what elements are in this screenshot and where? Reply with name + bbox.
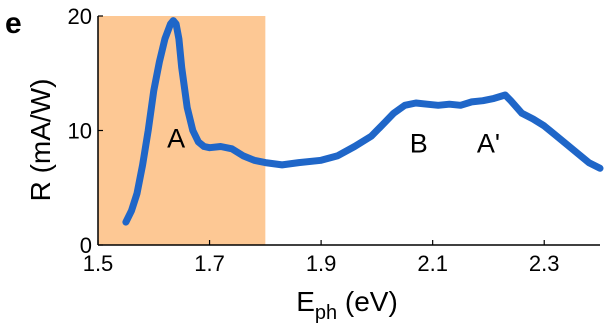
y-axis-label: R (mA/W)	[25, 79, 56, 202]
y-tick-label: 0	[80, 233, 92, 258]
peak-annotation: A'	[477, 128, 500, 158]
annotations: A B A'	[167, 124, 500, 159]
x-tick-label: 1.7	[194, 251, 225, 276]
x-axis-label: Eph (eV)	[296, 286, 398, 324]
plot-area	[98, 16, 604, 245]
y-ticks: 0 10 20	[68, 4, 103, 258]
x-tick-label: 1.5	[83, 251, 114, 276]
x-axis-label-main: E	[296, 286, 315, 317]
x-axis-label-unit: (eV)	[337, 286, 398, 317]
x-tick-label: 2.1	[417, 251, 448, 276]
responsivity-series-line	[122, 17, 604, 226]
x-tick-label: 2.3	[529, 251, 560, 276]
peak-annotation: B	[410, 128, 428, 158]
y-tick-label: 20	[68, 4, 92, 29]
x-ticks: 1.5 1.7 1.9 2.1 2.3	[83, 240, 560, 276]
x-axis-label-subscript: ph	[315, 302, 337, 324]
x-tick-label: 1.9	[306, 251, 337, 276]
y-tick-label: 10	[68, 119, 92, 144]
panel-label: e	[5, 7, 22, 40]
peak-annotation: A	[167, 124, 185, 154]
